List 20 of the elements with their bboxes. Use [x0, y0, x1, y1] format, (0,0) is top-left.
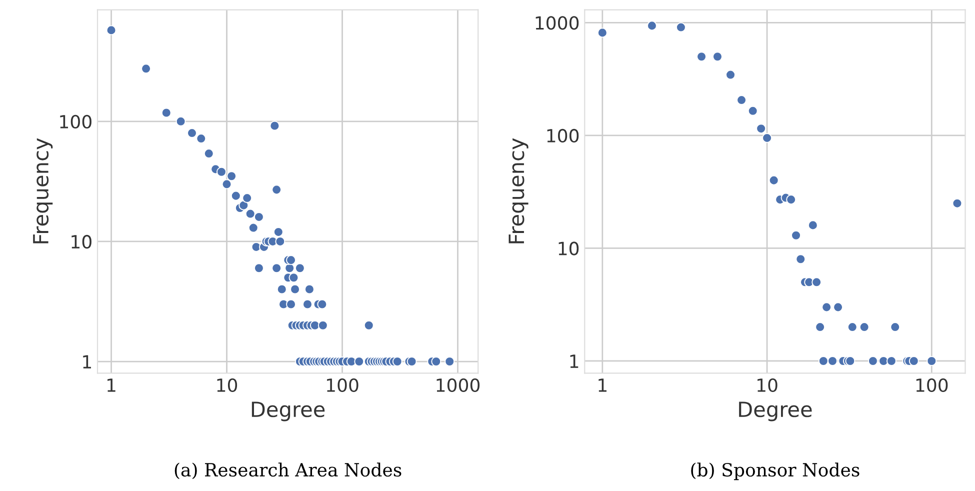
y-tick-label: 1 [570, 354, 578, 368]
y-tick-label: 100 [547, 128, 579, 143]
x-tick-label: 1 [108, 378, 116, 392]
y-tick-label: 1000 [536, 16, 579, 30]
x-tick-label: 100 [327, 378, 358, 392]
x-tick-label: 10 [217, 378, 238, 392]
y-tick-label: 10 [558, 242, 579, 256]
text: (a) Research Area Nodes [174, 462, 402, 480]
y-tick-label: 1 [83, 355, 91, 368]
x-tick-label: 100 [916, 378, 948, 392]
y-tick-label: 10 [72, 234, 92, 249]
y-axis-title: Frequency [508, 138, 528, 244]
text: (b) Sponsor Nodes [691, 462, 860, 480]
y-axis-title: Frequency [33, 138, 53, 244]
x-tick-label: 10 [758, 378, 778, 392]
x-tick-label: 1 [598, 378, 606, 392]
x-axis-title: Degree [739, 402, 812, 422]
y-tick-label: 100 [60, 114, 92, 129]
x-tick-label: 1000 [436, 378, 480, 392]
x-axis-title: Degree [252, 402, 325, 422]
